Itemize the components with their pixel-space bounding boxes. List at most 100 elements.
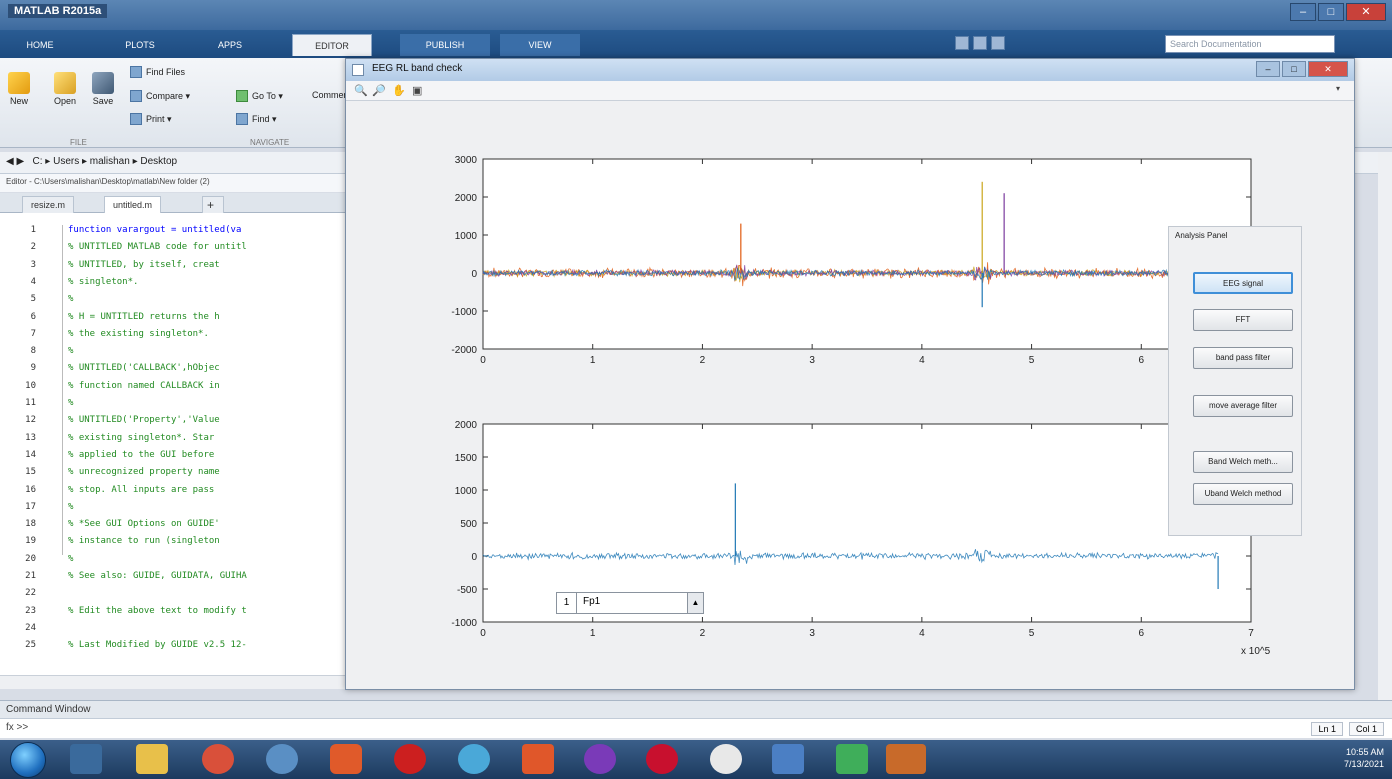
- code-text: % UNTITLED MATLAB code for untitl: [68, 242, 247, 253]
- opera-taskbar-icon[interactable]: [394, 744, 426, 774]
- quick-access-toolbar: [955, 36, 1005, 50]
- line-number: 9: [30, 363, 36, 374]
- tab-untitled[interactable]: untitled.m: [104, 196, 162, 213]
- save-button[interactable]: Save: [92, 72, 114, 106]
- clock-date: 7/13/2021: [1343, 759, 1384, 769]
- go-to-button[interactable]: Go To ▾: [236, 90, 283, 102]
- copy-icon[interactable]: [973, 36, 987, 50]
- floppy-icon: [92, 72, 114, 94]
- editor-path: Editor - C:\Users\malishan\Desktop\matla…: [0, 174, 350, 192]
- new-button[interactable]: New: [8, 72, 30, 106]
- y-tick-label: 2000: [455, 420, 478, 431]
- figure-maximize-button[interactable]: □: [1282, 61, 1306, 77]
- save-label: Save: [92, 96, 114, 106]
- comment-button[interactable]: Comment: [312, 90, 352, 100]
- open-button[interactable]: Open: [54, 72, 76, 106]
- code-text: %: [68, 553, 74, 564]
- y-tick-label: -1000: [451, 618, 477, 629]
- code-text: % singleton*.: [68, 276, 139, 287]
- figure-close-button[interactable]: ✕: [1308, 61, 1348, 77]
- signal-trace-1: [482, 549, 1219, 566]
- undo-icon[interactable]: [991, 36, 1005, 50]
- eeg-signal-button[interactable]: EEG signal: [1193, 272, 1293, 294]
- back-icon[interactable]: ◀ ▶: [6, 156, 25, 167]
- y-tick-label: -1000: [451, 307, 477, 318]
- main-vertical-scrollbar[interactable]: [1378, 152, 1392, 700]
- figure-window: EEG RL band check – □ ✕ 🔍 🔎 ✋ ▣ ▾ 3000 20…: [345, 58, 1355, 690]
- zoom-in-icon[interactable]: 🔍: [354, 85, 368, 97]
- code-text: % the existing singleton*.: [68, 328, 209, 339]
- tab-editor[interactable]: EDITOR: [292, 34, 372, 56]
- code-text: % H = UNTITLED returns the h: [68, 311, 220, 322]
- tab-resize[interactable]: resize.m: [22, 196, 75, 213]
- matlab-taskbar-icon[interactable]: [886, 744, 926, 774]
- x-tick-label: 4: [919, 628, 925, 639]
- figure-icon: [352, 64, 364, 76]
- line-number: 7: [30, 328, 36, 339]
- y-tick-label: 500: [460, 519, 477, 530]
- find-button[interactable]: Find ▾: [236, 113, 277, 125]
- yandex-taskbar-icon[interactable]: [710, 744, 742, 774]
- toolbar-chevron-icon[interactable]: ▾: [1336, 84, 1341, 93]
- maximize-button[interactable]: □: [1318, 3, 1344, 21]
- tab-view[interactable]: VIEW: [500, 34, 580, 56]
- y-tick-label: 1500: [455, 453, 478, 464]
- chevron-down-icon[interactable]: ▲: [687, 593, 703, 613]
- tab-plots[interactable]: PLOTS: [125, 40, 155, 50]
- move-average-filter-button[interactable]: move average filter: [1193, 395, 1293, 417]
- start-button[interactable]: [10, 742, 46, 778]
- search-input[interactable]: Search Documentation: [1165, 35, 1335, 53]
- editor-tabs: resize.m untitled.m +: [0, 193, 345, 213]
- line-number: 25: [25, 640, 36, 651]
- app-taskbar-icon-4[interactable]: [772, 744, 804, 774]
- folder-taskbar-icon[interactable]: [136, 744, 168, 774]
- zoom-out-icon[interactable]: 🔎: [372, 85, 386, 97]
- taskbar-app-1[interactable]: [70, 744, 102, 774]
- add-tab-button[interactable]: +: [202, 196, 224, 213]
- editor-horizontal-scrollbar[interactable]: [0, 675, 345, 689]
- channel-index: 1: [557, 593, 577, 613]
- app-taskbar-icon-3[interactable]: [522, 744, 554, 774]
- channel-select[interactable]: 1 Fp1 ▲: [556, 592, 704, 614]
- pan-icon[interactable]: ✋: [392, 85, 406, 97]
- compare-button[interactable]: Compare ▾: [130, 90, 190, 102]
- code-text: % UNTITLED('Property','Value: [68, 415, 220, 426]
- band-pass-filter-button[interactable]: band pass filter: [1193, 347, 1293, 369]
- media-taskbar-icon[interactable]: [584, 744, 616, 774]
- minimize-button[interactable]: –: [1290, 3, 1316, 21]
- figure-window-controls: – □ ✕: [1256, 61, 1348, 77]
- ie-taskbar-icon[interactable]: [458, 744, 490, 774]
- fft-button[interactable]: FFT: [1193, 309, 1293, 331]
- tab-apps[interactable]: APPS: [217, 40, 242, 50]
- x-tick-label: 6: [1139, 628, 1145, 639]
- code-text: % UNTITLED, by itself, creat: [68, 259, 220, 270]
- line-number: 1: [30, 225, 36, 235]
- line-number: 16: [25, 484, 36, 495]
- pinterest-taskbar-icon[interactable]: [646, 744, 678, 774]
- uband-welch-method-button[interactable]: Uband Welch method: [1193, 483, 1293, 505]
- code-text: % Edit the above text to modify t: [68, 605, 247, 616]
- analysis-panel: Analysis Panel EEG signal FFT band pass …: [1168, 226, 1302, 536]
- data-cursor-icon[interactable]: ▣: [412, 85, 423, 97]
- figure-minimize-button[interactable]: –: [1256, 61, 1280, 77]
- x-tick-label: 3: [809, 628, 815, 639]
- code-editor[interactable]: 1 function varargout = untitled(va 2 % UNTI…: [0, 213, 345, 675]
- x-tick-label: 6: [1139, 355, 1145, 366]
- close-button[interactable]: ✕: [1346, 3, 1386, 21]
- command-window-input[interactable]: fx >>: [0, 718, 1392, 738]
- save-icon[interactable]: [955, 36, 969, 50]
- line-number: 5: [30, 294, 36, 305]
- binoculars-icon: [236, 113, 248, 125]
- tab-home[interactable]: HOME: [26, 40, 54, 50]
- shield-taskbar-icon[interactable]: [330, 744, 362, 774]
- x-tick-label: 7: [1248, 628, 1254, 639]
- chat-taskbar-icon[interactable]: [836, 744, 868, 774]
- new-label: New: [9, 96, 28, 106]
- browser-taskbar-icon[interactable]: [202, 744, 234, 774]
- app-taskbar-icon-2[interactable]: [266, 744, 298, 774]
- print-button[interactable]: Print ▾: [130, 113, 172, 125]
- find-files-button[interactable]: Find Files: [130, 66, 185, 78]
- band-welch-method-button[interactable]: Band Welch meth...: [1193, 451, 1293, 473]
- tab-publish[interactable]: PUBLISH: [400, 34, 490, 56]
- status-line: Ln 1: [1311, 722, 1343, 736]
